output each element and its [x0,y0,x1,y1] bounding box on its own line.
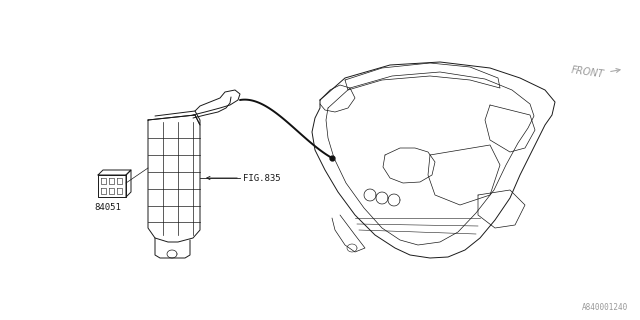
Text: 84051: 84051 [95,203,122,212]
Text: FRONT: FRONT [570,65,604,79]
Text: FIG.835: FIG.835 [243,173,280,182]
Text: A840001240: A840001240 [582,303,628,312]
